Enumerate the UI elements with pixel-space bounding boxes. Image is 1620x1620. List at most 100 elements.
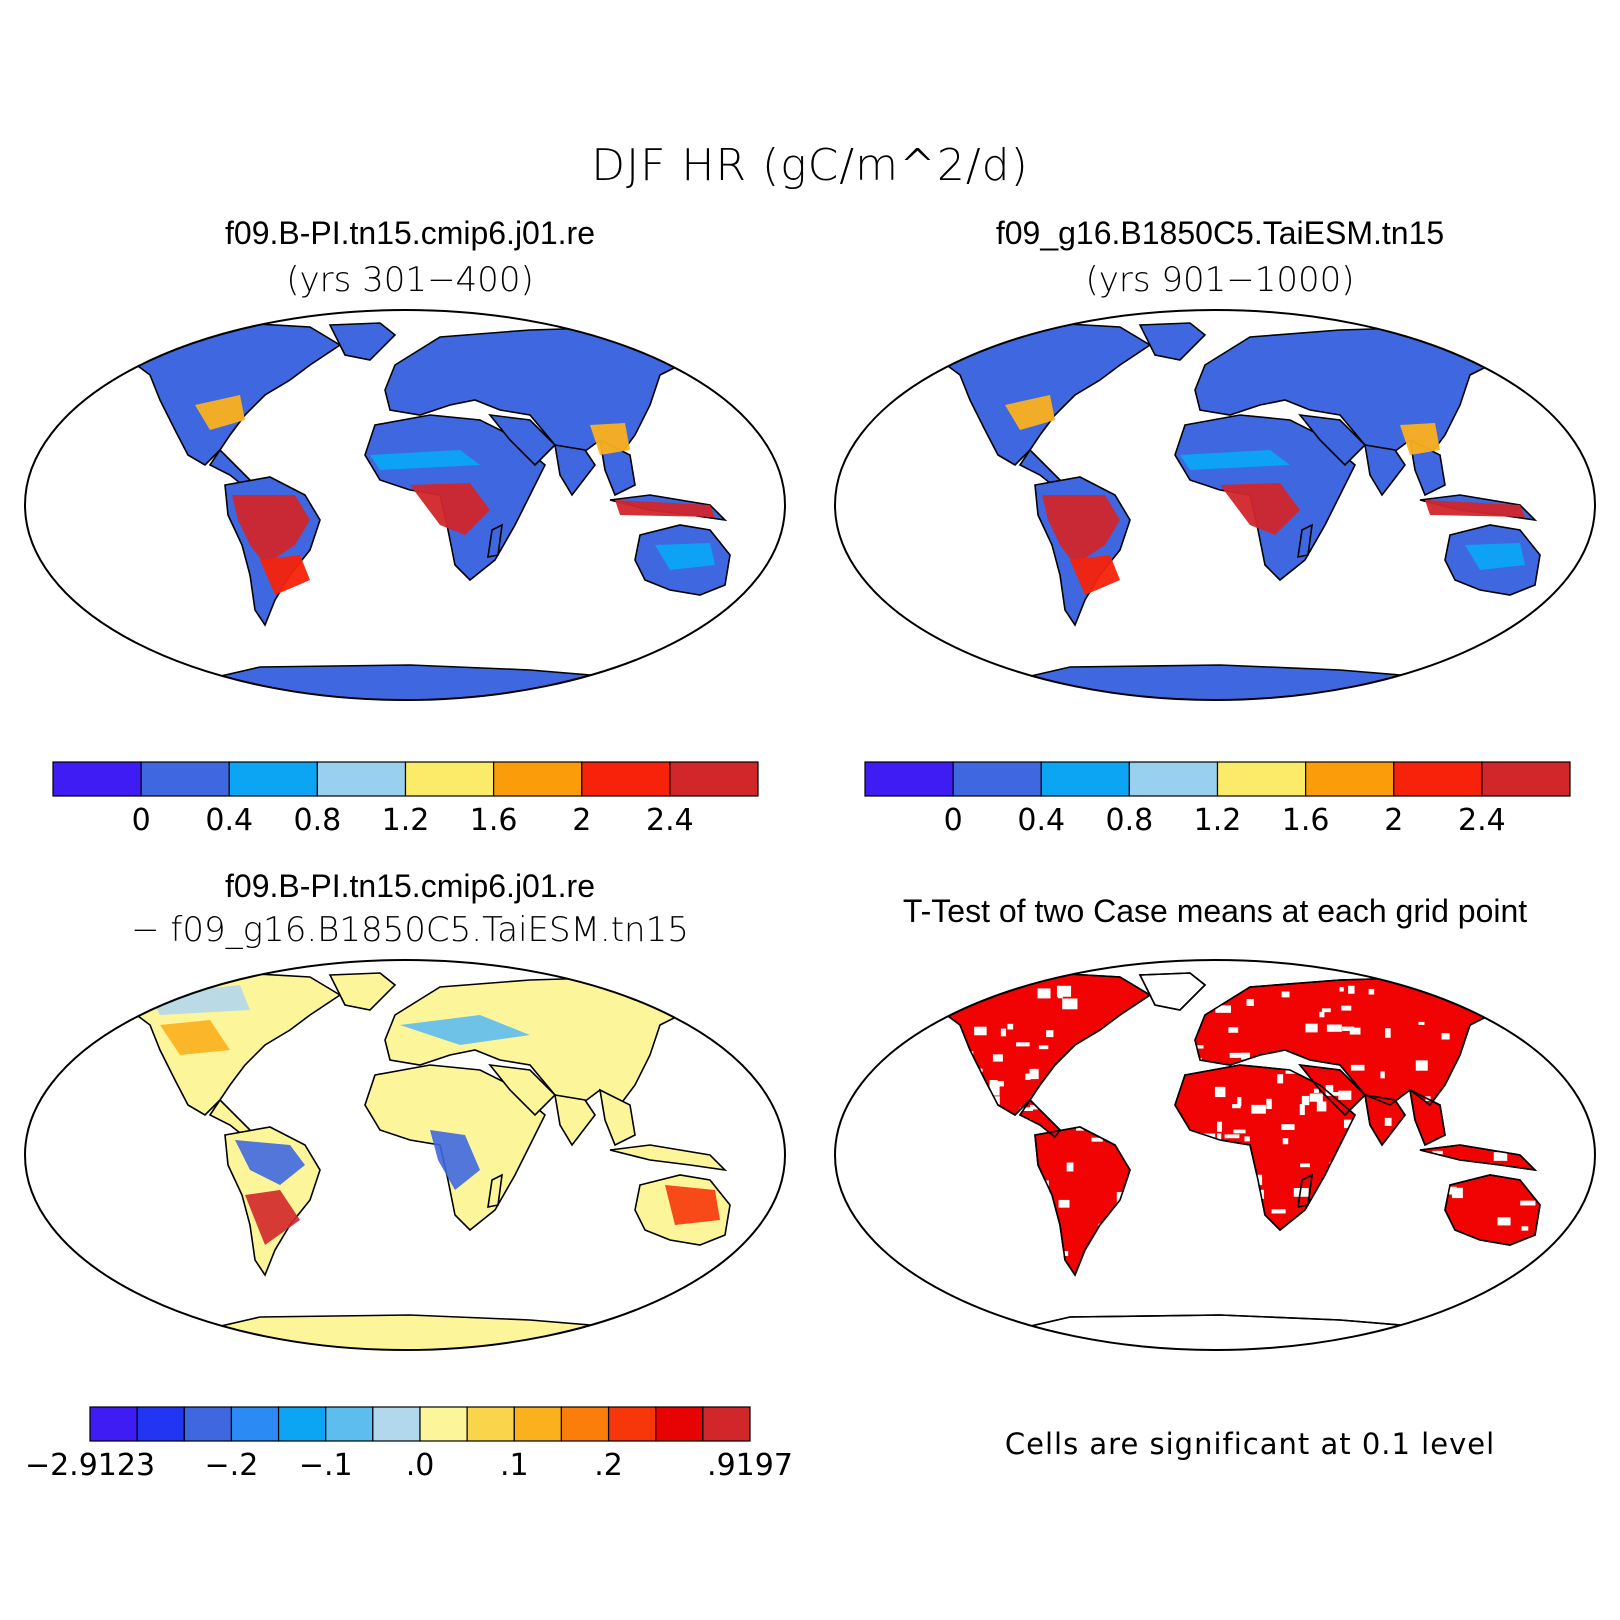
colorbar-swatch <box>89 1406 138 1442</box>
field-patch <box>400 1015 530 1045</box>
nonsignificant-cell <box>1321 1008 1331 1013</box>
nonsignificant-cell <box>1282 1138 1289 1145</box>
nonsignificant-cell <box>1441 1033 1450 1040</box>
nonsignificant-cell <box>1007 1023 1014 1030</box>
colorbar-tick-label: .9197 <box>707 1448 793 1483</box>
nonsignificant-cell <box>1305 1023 1318 1033</box>
panel-case1-subtitle: (yrs 301−400) <box>286 260 534 300</box>
nonsignificant-cell <box>1271 1209 1286 1214</box>
nonsignificant-cell <box>1375 1157 1384 1164</box>
nonsignificant-cell <box>1244 1136 1250 1142</box>
colorbar-swatch <box>230 1406 280 1442</box>
nonsignificant-cell <box>1000 1028 1007 1037</box>
panel-case2-subtitle: (yrs 901−1000) <box>1085 260 1355 300</box>
landmass-seAsia <box>598 1088 636 1147</box>
nonsignificant-cell <box>1474 1240 1483 1252</box>
colorbar-diff: −2.9123 −.2 −.1 .0 .1 .2 .9197 <box>25 1406 793 1483</box>
field-patch <box>195 395 245 430</box>
colorbar-tick-label: 0 <box>132 803 151 838</box>
colorbar-swatch <box>669 761 759 797</box>
nonsignificant-cell <box>1029 1213 1043 1223</box>
field-patch <box>1425 500 1525 517</box>
nonsignificant-cell <box>1163 1079 1169 1090</box>
nonsignificant-cell <box>1190 1061 1195 1069</box>
nonsignificant-cell <box>1190 1058 1202 1062</box>
colorbar-tick-label: 2.4 <box>646 803 694 838</box>
nonsignificant-cell <box>1329 1161 1336 1172</box>
colorbar-tick-label: 0 <box>944 803 963 838</box>
field-patch <box>1042 495 1120 565</box>
nonsignificant-cell <box>1301 1095 1310 1106</box>
nonsignificant-cell <box>1107 1113 1113 1120</box>
nonsignificant-cell <box>1327 1092 1342 1096</box>
nonsignificant-cell <box>1527 986 1533 995</box>
nonsignificant-cell <box>1103 1115 1109 1120</box>
nonsignificant-cell <box>1099 1241 1107 1250</box>
nonsignificant-cell <box>1151 992 1157 1002</box>
colorbar-swatch <box>466 1406 515 1442</box>
nonsignificant-cell <box>1341 1005 1352 1011</box>
nonsignificant-cell <box>1004 1222 1010 1227</box>
nonsignificant-cell <box>1116 1191 1132 1203</box>
nonsignificant-cell <box>1058 1199 1070 1208</box>
nonsignificant-cell <box>1233 1129 1246 1134</box>
field-patch <box>1220 483 1300 535</box>
nonsignificant-cell <box>1160 1155 1166 1162</box>
colorbar-tick-label: −.2 <box>205 1448 259 1483</box>
field-patch <box>410 483 490 535</box>
nonsignificant-cell <box>1313 1088 1319 1093</box>
field-patch <box>430 1130 480 1190</box>
nonsignificant-cell <box>1248 1174 1263 1186</box>
nonsignificant-cell <box>1325 1085 1334 1096</box>
nonsignificant-cell <box>1229 1052 1244 1058</box>
colorbar-swatch <box>1040 761 1130 797</box>
colorbar-swatch <box>419 1406 468 1442</box>
field-patch <box>235 1140 305 1185</box>
map-border <box>24 309 786 701</box>
colorbar-tick-label: 0.8 <box>294 803 342 838</box>
nonsignificant-cell <box>1281 1124 1295 1130</box>
colorbar-swatch <box>372 1406 421 1442</box>
nonsignificant-cell <box>1299 1104 1305 1116</box>
nonsignificant-cell <box>1439 1185 1450 1193</box>
nonsignificant-cell <box>1319 1011 1325 1018</box>
nonsignificant-cell <box>1252 1189 1264 1199</box>
nonsignificant-cell <box>1091 1240 1101 1247</box>
nonsignificant-cell <box>1373 1220 1382 1229</box>
panel-ttest-title: T-Test of two Case means at each grid po… <box>902 893 1528 929</box>
nonsignificant-cell <box>1022 1119 1032 1124</box>
colorbar-swatch <box>607 1406 657 1442</box>
nonsignificant-cell <box>1066 1162 1074 1172</box>
nonsignificant-cell <box>1037 1180 1049 1192</box>
nonsignificant-cell <box>1510 1066 1526 1076</box>
nonsignificant-cell <box>1032 1199 1048 1205</box>
field-patch <box>150 985 250 1015</box>
nonsignificant-cell <box>1440 1250 1454 1256</box>
nonsignificant-cell <box>977 1137 990 1146</box>
colorbar-swatch <box>513 1406 563 1442</box>
colorbar-tick-label: .2 <box>594 1448 623 1483</box>
field-patch <box>1465 543 1525 570</box>
figure-title: DJF HR (gC/m^2/d) <box>591 140 1029 191</box>
colorbar-tick-label: 0.8 <box>1106 803 1154 838</box>
nonsignificant-cell <box>1225 1246 1241 1253</box>
nonsignificant-cell <box>1134 1089 1150 1098</box>
nonsignificant-cell <box>997 1081 1004 1087</box>
nonsignificant-cell <box>1180 1009 1191 1015</box>
map-border <box>24 959 786 1351</box>
colorbar-swatch <box>560 1406 610 1442</box>
landmass-greenland <box>1138 322 1207 361</box>
nonsignificant-cell <box>1412 1172 1419 1181</box>
nonsignificant-cell <box>987 1096 1000 1105</box>
nonsignificant-cell <box>967 1051 974 1057</box>
nonsignificant-cell <box>1068 1067 1073 1075</box>
nonsignificant-cell <box>1019 1107 1033 1111</box>
nonsignificant-cell <box>1463 1096 1472 1107</box>
colorbar-tick-label: −2.9123 <box>25 1448 155 1483</box>
nonsignificant-cell <box>1339 987 1344 992</box>
field-patch <box>1005 395 1055 430</box>
colorbar-swatch <box>655 1406 704 1442</box>
panel-diff-title: f09.B-PI.tn15.cmip6.j01.re <box>225 868 595 904</box>
nonsignificant-cell <box>1100 1125 1112 1131</box>
colorbar-swatch <box>1305 761 1395 797</box>
